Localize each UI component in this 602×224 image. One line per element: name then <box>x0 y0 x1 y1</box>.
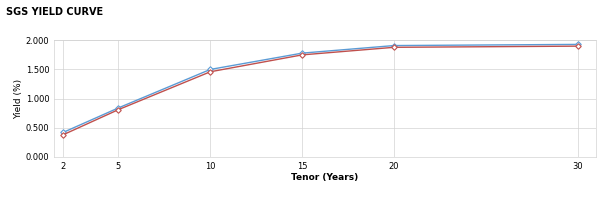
Latest Yield <box>115 107 122 109</box>
Previous Week <box>115 108 122 111</box>
Previous Week <box>299 54 306 56</box>
Previous Week <box>60 133 67 136</box>
Latest Yield <box>206 68 214 71</box>
Previous Week <box>390 46 397 49</box>
Line: Previous Week: Previous Week <box>61 44 580 137</box>
Y-axis label: Yield (%): Yield (%) <box>14 78 23 119</box>
Latest Yield <box>60 131 67 134</box>
Legend: Latest Yield, Previous Week: Latest Yield, Previous Week <box>239 222 411 224</box>
Latest Yield <box>299 52 306 54</box>
Latest Yield <box>390 44 397 47</box>
Previous Week <box>206 70 214 73</box>
Previous Week <box>574 45 581 47</box>
Line: Latest Yield: Latest Yield <box>61 43 580 134</box>
X-axis label: Tenor (Years): Tenor (Years) <box>291 173 359 182</box>
Latest Yield <box>574 43 581 46</box>
Text: SGS YIELD CURVE: SGS YIELD CURVE <box>6 7 103 17</box>
